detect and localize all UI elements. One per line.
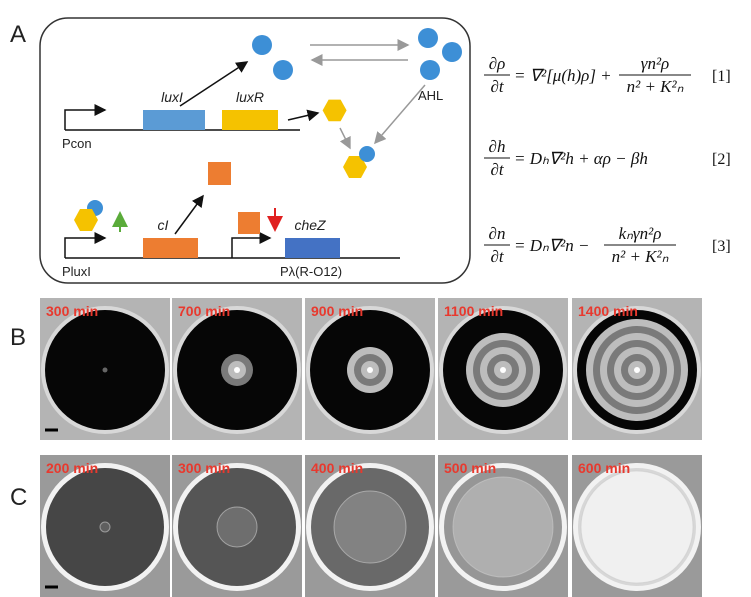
time-label: 200 min (46, 460, 98, 476)
equations: ∂ρ ∂t = ∇²[μ(h)ρ] + γn²ρ n² + K²ₙ [1] ∂h ∂t = Dₕ… (484, 54, 731, 266)
time-label: 1400 min (578, 303, 638, 319)
eq-tag: [1] (712, 68, 731, 85)
image-rows: 300 min 700 min 900 min 1100 min 1400 min 200… (40, 298, 702, 597)
eq-tag: [3] (712, 238, 731, 255)
ci-protein (238, 212, 260, 234)
luxr-protein (323, 100, 347, 122)
ring-center (367, 367, 373, 373)
promoter (65, 110, 105, 130)
ahl (442, 42, 462, 62)
promoter-label: Pcon (62, 136, 92, 151)
swarm-front (453, 477, 553, 577)
time-label: 400 min (311, 460, 363, 476)
panel-label: B (10, 324, 26, 351)
eq-lhs-den: ∂t (490, 160, 504, 179)
figure: A B C AHL luxI luxR Pcon cI cheZ PluxI P… (0, 0, 751, 597)
arrow (340, 128, 350, 148)
complex (359, 146, 375, 162)
time-label: 900 min (311, 303, 363, 319)
gene (143, 110, 205, 130)
eq-rhs: = Dₕ∇²h + αρ − βh (514, 149, 648, 168)
time-label: 1100 min (444, 303, 503, 319)
gene-label: cI (158, 217, 169, 233)
time-label: 600 min (578, 460, 630, 476)
cell-outline (40, 18, 470, 283)
eq-frac-num: γn²ρ (641, 54, 669, 73)
ring-center (500, 367, 506, 373)
promoter (65, 238, 105, 258)
arrow (375, 85, 425, 143)
eq-tag: [2] (712, 151, 731, 168)
time-label: 700 min (178, 303, 230, 319)
ahl (418, 28, 438, 48)
gene-label: cheZ (294, 217, 326, 233)
promoter (232, 238, 270, 258)
gene (222, 110, 278, 130)
ahl (273, 60, 293, 80)
time-label: 300 min (46, 303, 98, 319)
swarm-front (334, 491, 406, 563)
panel-label: C (10, 484, 27, 511)
eq-rhs: = Dₙ∇²n − (514, 236, 589, 255)
colony (103, 368, 108, 373)
signal-label: AHL (418, 88, 443, 103)
promoter-label: PluxI (62, 264, 91, 279)
eq-frac-num: kₙγn²ρ (619, 224, 662, 243)
swarm-front (100, 522, 110, 532)
eq-lhs-num: ∂ρ (489, 54, 506, 73)
ahl (252, 35, 272, 55)
ci-protein (208, 162, 231, 185)
gene (143, 238, 198, 258)
gene-label: luxI (161, 89, 183, 105)
eq-rhs: = ∇²[μ(h)ρ] + (514, 66, 612, 85)
promoter-label: Pλ(R-O12) (280, 264, 342, 279)
ahl (420, 60, 440, 80)
gene-label: luxR (236, 89, 264, 105)
eq-lhs-den: ∂t (490, 247, 504, 266)
ring-center (234, 367, 240, 373)
ring-center (634, 367, 640, 373)
eq-frac-den: n² + K²ₙ (612, 247, 669, 266)
panel-label: A (10, 21, 26, 48)
eq-lhs-num: ∂h (489, 137, 506, 156)
arrow (288, 113, 318, 120)
swarm-front (217, 507, 257, 547)
swarm-front (581, 471, 693, 583)
gene (285, 238, 340, 258)
time-label: 300 min (178, 460, 230, 476)
time-label: 500 min (444, 460, 496, 476)
eq-lhs-num: ∂n (489, 224, 506, 243)
eq-lhs-den: ∂t (490, 77, 504, 96)
arrow (175, 196, 203, 234)
eq-frac-den: n² + K²ₙ (627, 77, 684, 96)
circuit-diagram: AHL luxI luxR Pcon cI cheZ PluxI Pλ(R-O1… (40, 18, 470, 283)
